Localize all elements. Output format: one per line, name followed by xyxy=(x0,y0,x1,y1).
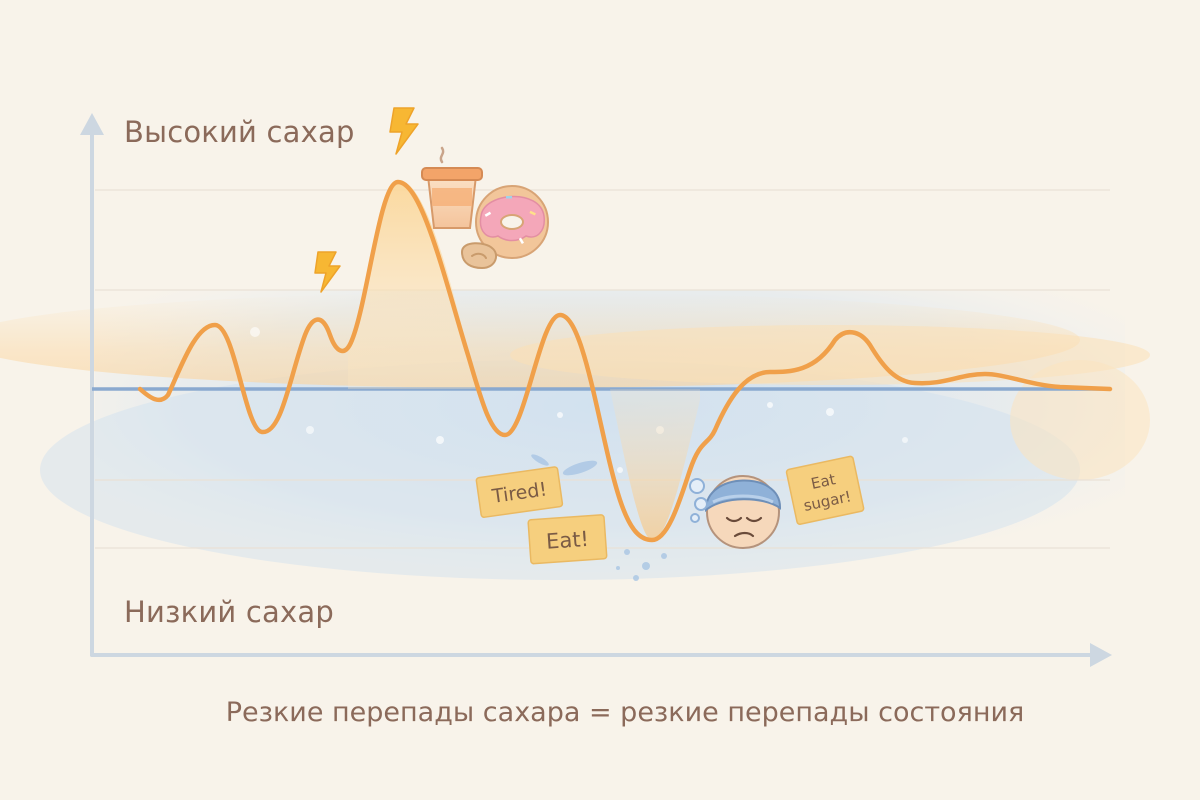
sugar-curve xyxy=(137,179,1113,543)
x-axis-arrow xyxy=(1090,643,1112,667)
note-eat-sugar-line1: Eat xyxy=(809,470,837,493)
note-eat-text: Eat! xyxy=(545,527,589,554)
high-sugar-label: Высокий сахар xyxy=(124,115,355,149)
splash-drops xyxy=(531,454,667,581)
dip-fill xyxy=(610,389,700,540)
cookie-icon xyxy=(460,242,498,270)
low-sugar-label: Низкий сахар xyxy=(124,595,334,629)
donut-icon xyxy=(475,185,549,259)
y-axis-arrow xyxy=(80,113,104,135)
caption: Резкие перепады сахара = резкие перепады… xyxy=(225,697,1025,728)
lightning-bolt-icon xyxy=(389,107,419,155)
note-eat: Eat! xyxy=(527,514,608,565)
coffee-cup-icon xyxy=(421,146,483,229)
peak-fill xyxy=(348,180,478,389)
note-tired: Tired! xyxy=(475,466,564,518)
note-eat-sugar: Eat sugar! xyxy=(785,455,865,525)
sleepy-face-icon xyxy=(689,475,782,549)
lightning-bolt-icon xyxy=(314,251,341,293)
